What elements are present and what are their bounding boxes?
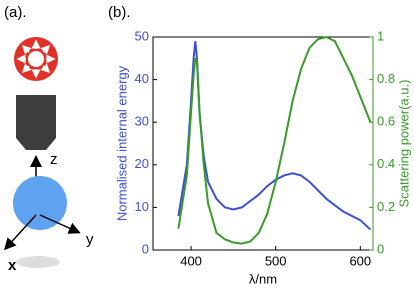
- series-line: [177, 41, 372, 231]
- panel-label: (a).: [4, 4, 27, 21]
- y2-tick-label: 0.2: [377, 199, 395, 214]
- shadow: [16, 256, 60, 268]
- x-axis-label: λ/nm: [249, 271, 277, 286]
- y-tick-label: 40: [135, 71, 149, 86]
- y-axis-label: Normalised internal energy: [114, 65, 129, 221]
- light-center: [28, 51, 44, 67]
- y2-tick-label: 0: [377, 241, 384, 256]
- particle: [13, 176, 67, 230]
- y2-tick-label: 0.4: [377, 156, 395, 171]
- x-tick-label: 400: [180, 253, 202, 268]
- y-axis: [39, 214, 81, 234]
- y-tick-label: 10: [135, 199, 149, 214]
- axis-letter: y: [86, 231, 94, 248]
- x-tick-label: 500: [265, 253, 287, 268]
- y2-tick-label: 0.6: [377, 114, 395, 129]
- axis-letter: x: [8, 257, 17, 274]
- y2-axis-label: Scattering power(a.u.): [396, 80, 411, 208]
- plot: 400 500 6000102030405000.20.40.60.81λ/nmNo…: [114, 28, 411, 286]
- series-line: [177, 35, 372, 245]
- y-tick-label: 0: [142, 241, 149, 256]
- panel-label: (b).: [108, 4, 131, 21]
- diagram: z y x: [3, 37, 94, 274]
- objective: [16, 95, 56, 150]
- x-axis: [3, 214, 37, 251]
- y-tick-label: 20: [135, 156, 149, 171]
- y2-tick-label: 0.8: [377, 71, 395, 86]
- y2-tick-label: 1: [377, 28, 384, 43]
- x-tick-label: 600: [349, 253, 371, 268]
- y-tick-label: 30: [135, 114, 149, 129]
- plot-frame: [152, 36, 374, 251]
- y-tick-label: 50: [135, 28, 149, 43]
- axis-letter: z: [50, 151, 58, 168]
